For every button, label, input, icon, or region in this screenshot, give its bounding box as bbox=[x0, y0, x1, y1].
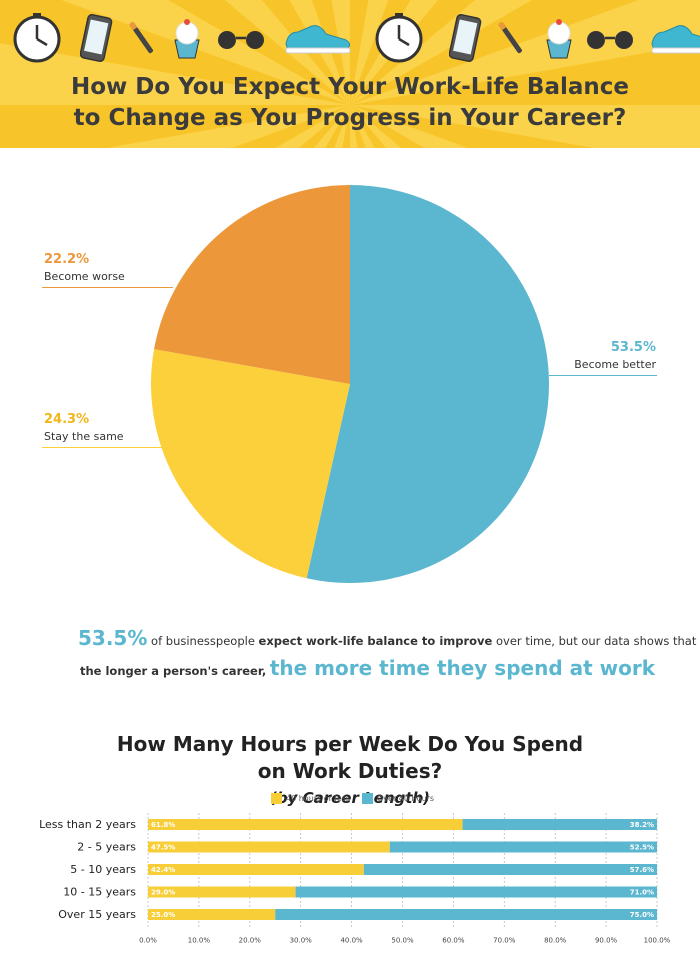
x-tick-label: 100.0% bbox=[644, 937, 671, 945]
pie-category-label-better: Become better bbox=[574, 358, 656, 371]
category-label: 2 - 5 years bbox=[77, 841, 136, 854]
pen-icon bbox=[498, 21, 522, 54]
pie-category-label-same: Stay the same bbox=[44, 430, 124, 443]
bar-value-label: 71.0% bbox=[630, 889, 654, 897]
sunburst-ray bbox=[350, 0, 700, 105]
legend-label-40-or-less: 40 hours or less bbox=[286, 794, 350, 803]
bar-chart-title-line1: How Many Hours per Week Do You Spend bbox=[116, 732, 584, 756]
bar-value-label: 29.0% bbox=[151, 889, 175, 897]
bar-value-label: 61.8% bbox=[151, 821, 175, 829]
sunburst-ray bbox=[275, 105, 350, 148]
bar-value-label: 75.0% bbox=[630, 911, 654, 919]
page-title-line2: to Change as You Progress in Your Career… bbox=[73, 105, 627, 131]
smartphone-icon bbox=[449, 14, 482, 63]
pie-chart-area: 22.2% Become worse 24.3% Stay the same 5… bbox=[0, 148, 700, 608]
statement-percentage: 53.5% bbox=[78, 626, 148, 650]
bar-value-label: 47.5% bbox=[151, 844, 175, 852]
statement-text-a: of businesspeople bbox=[151, 634, 255, 648]
sunburst-ray bbox=[106, 105, 350, 148]
sunburst-ray bbox=[350, 105, 375, 148]
x-tick-label: 70.0% bbox=[493, 937, 516, 945]
pie-chart bbox=[151, 185, 550, 583]
sunburst-ray bbox=[350, 0, 389, 105]
bar-chart-title-line2: on Work Duties? (by Career Length) bbox=[0, 758, 700, 812]
bar-segment-40-or-less bbox=[148, 841, 390, 853]
legend-swatch-40-or-less bbox=[271, 793, 282, 804]
pie-value-label-worse: 22.2% bbox=[44, 252, 90, 267]
page-title: How Do You Expect Your Work-Life Balance… bbox=[0, 72, 700, 134]
pie-slice-same bbox=[151, 349, 350, 579]
sneaker-icon bbox=[651, 25, 700, 54]
sunglasses-icon bbox=[587, 31, 633, 49]
bar-segment-40-or-less bbox=[148, 864, 364, 875]
bar-value-label: 42.4% bbox=[151, 866, 175, 874]
bar-segment-over-40 bbox=[275, 909, 657, 920]
bar-value-label: 38.2% bbox=[630, 821, 654, 829]
sunburst-ray bbox=[350, 105, 700, 148]
x-tick-label: 30.0% bbox=[290, 937, 313, 945]
x-tick-label: 0.0% bbox=[139, 937, 157, 945]
smartphone-icon bbox=[80, 14, 113, 63]
sunburst-ray bbox=[350, 0, 532, 105]
x-tick-label: 60.0% bbox=[442, 937, 465, 945]
x-tick-label: 80.0% bbox=[544, 937, 567, 945]
bar-segment-over-40 bbox=[389, 841, 657, 853]
pie-leader-line-better bbox=[549, 375, 657, 376]
statement-text-d: the longer a person's career, bbox=[80, 664, 267, 678]
pie-slice-better bbox=[306, 185, 550, 583]
x-tick-label: 40.0% bbox=[340, 937, 363, 945]
bar-chart-title-line2-main: on Work Duties? bbox=[257, 759, 443, 783]
sunburst-ray bbox=[350, 105, 469, 148]
pie-slice-worse bbox=[154, 185, 350, 384]
header-banner: How Do You Expect Your Work-Life Balance… bbox=[0, 0, 700, 148]
pie-value-label-better: 53.5% bbox=[610, 340, 656, 355]
x-tick-label: 10.0% bbox=[188, 937, 211, 945]
clock-icon bbox=[13, 13, 61, 63]
bar-segment-40-or-less bbox=[148, 909, 276, 920]
cupcake-icon bbox=[546, 19, 572, 59]
category-label: 10 - 15 years bbox=[63, 886, 136, 899]
statement-text-c: over time, but our data shows that bbox=[496, 634, 697, 648]
statement-line2: the longer a person's career, the more t… bbox=[80, 656, 655, 680]
sunburst-ray bbox=[334, 105, 350, 148]
bar-segment-over-40 bbox=[462, 819, 657, 830]
bar-value-label: 25.0% bbox=[151, 911, 175, 919]
sunburst-ray bbox=[350, 105, 402, 148]
legend-label-over-40: Over 40 hours bbox=[377, 794, 434, 803]
x-tick-label: 90.0% bbox=[595, 937, 618, 945]
statement-line1: 53.5% of businesspeople expect work-life… bbox=[78, 626, 696, 650]
category-label: Over 15 years bbox=[58, 908, 136, 921]
pie-leader-line-same bbox=[42, 447, 164, 448]
statement-text-b: expect work-life balance to improve bbox=[258, 634, 493, 648]
pen-icon bbox=[129, 21, 153, 54]
page-title-line1: How Do You Expect Your Work-Life Balance bbox=[71, 74, 629, 100]
clock-icon bbox=[375, 13, 423, 63]
statement-highlight: the more time they spend at work bbox=[269, 656, 656, 680]
bar-segment-over-40 bbox=[295, 886, 657, 898]
sneaker-icon bbox=[285, 25, 351, 54]
sunburst-ray bbox=[350, 105, 358, 148]
bar-chart-subtitle: (by Career Length) bbox=[270, 789, 430, 807]
x-tick-label: 50.0% bbox=[391, 937, 414, 945]
bar-segment-40-or-less bbox=[148, 886, 296, 898]
stacked-bar-chart: 0.0% 10.0% 20.0% 30.0% 40.0% 50.0% 60.0% 70.0% 8… bbox=[39, 813, 671, 945]
pie-leader-line-worse bbox=[42, 287, 173, 288]
cupcake-icon bbox=[174, 19, 200, 59]
category-label: 5 - 10 years bbox=[70, 863, 136, 876]
category-label: Less than 2 years bbox=[39, 818, 136, 831]
bar-value-label: 52.5% bbox=[630, 844, 654, 852]
bar-value-label: 57.6% bbox=[630, 866, 654, 874]
bar-segment-40-or-less bbox=[148, 819, 463, 830]
pie-category-label-worse: Become worse bbox=[44, 270, 125, 283]
bar-chart-title: How Many Hours per Week Do You Spend on … bbox=[0, 731, 700, 812]
sunburst-ray bbox=[313, 105, 350, 148]
x-tick-label: 20.0% bbox=[239, 937, 262, 945]
pie-value-label-same: 24.3% bbox=[44, 412, 90, 427]
sunglasses-icon bbox=[218, 31, 264, 49]
legend-swatch-over-40 bbox=[362, 793, 373, 804]
bar-segment-over-40 bbox=[363, 864, 657, 875]
sunburst-ray bbox=[0, 43, 350, 105]
